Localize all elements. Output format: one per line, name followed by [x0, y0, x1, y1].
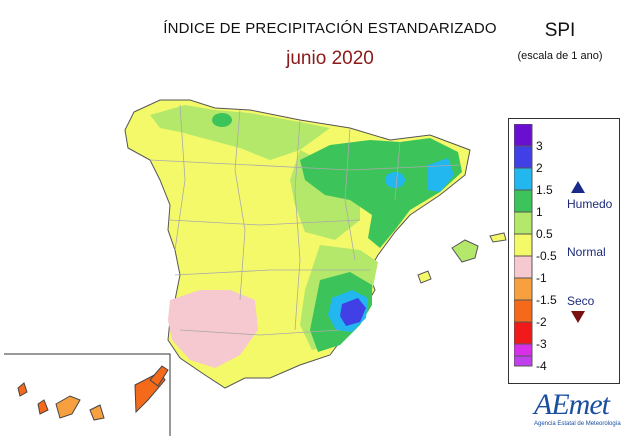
legend-tick-label: 2 [536, 161, 543, 175]
northeast-wet-area [300, 138, 462, 248]
legend-tick-label: -0.5 [536, 249, 557, 263]
legend-tick-label: -2 [536, 315, 547, 329]
mallorca-island [451, 239, 479, 263]
southwest-dry-area [168, 290, 258, 368]
index-name: SPI [544, 20, 576, 41]
legend-swatch [514, 167, 533, 191]
ibiza-island [417, 270, 432, 284]
legend-swatch-bottom [514, 355, 533, 367]
north-band-area [150, 105, 330, 160]
legend-swatch [514, 299, 533, 323]
legend: 3 2 1.5 1 0.5 -0.5 -1 -1.5 -2 -3 -4 Humedo Normal … [508, 118, 620, 384]
legend-swatch [514, 321, 533, 345]
legend-swatch [514, 255, 533, 279]
legend-swatch [514, 189, 533, 213]
north-wet-spot [212, 113, 232, 127]
legend-tick-label: 1.5 [536, 183, 553, 197]
legend-dry-label: Seco [567, 294, 595, 308]
province-boundaries [149, 104, 461, 336]
legend-normal-label: Normal [567, 245, 606, 259]
legend-colorbar [514, 124, 533, 367]
logo-subtext: Agencia Estatal de Meteorología [534, 421, 621, 427]
scale-note: (escala de 1 ano) [517, 50, 603, 62]
legend-tick-label: 3 [536, 139, 543, 153]
legend-tick-label: 1 [536, 205, 543, 219]
legend-swatch [514, 211, 533, 235]
legend-swatch [514, 277, 533, 301]
canary-inset-frame [4, 353, 171, 436]
dry-arrow-icon [571, 311, 585, 323]
aemet-logo: AEmet Agencia Estatal de Meteorología [534, 388, 621, 428]
menorca-island [489, 232, 507, 243]
canary-islands [17, 365, 169, 421]
legend-humid-label: Humedo [567, 197, 613, 211]
map-title: ÍNDICE DE PRECIPITACIÓN ESTANDARIZADO [163, 20, 497, 37]
legend-tick-label: -4 [536, 359, 547, 373]
legend-tick-label: -3 [536, 337, 547, 351]
legend-swatch [514, 233, 533, 257]
legend-swatch-top [514, 124, 533, 147]
legend-tick-label: -1.5 [536, 293, 557, 307]
logo-text: AEmet [534, 388, 610, 421]
legend-tick-label: 0.5 [536, 227, 553, 241]
legend-tick-label: -1 [536, 271, 547, 285]
legend-swatch [514, 145, 533, 169]
ebro-very-wet-spot [385, 172, 405, 188]
map-subtitle: junio 2020 [286, 48, 374, 69]
southeast-extreme-wet-area [340, 298, 366, 326]
humid-arrow-icon [571, 181, 585, 193]
